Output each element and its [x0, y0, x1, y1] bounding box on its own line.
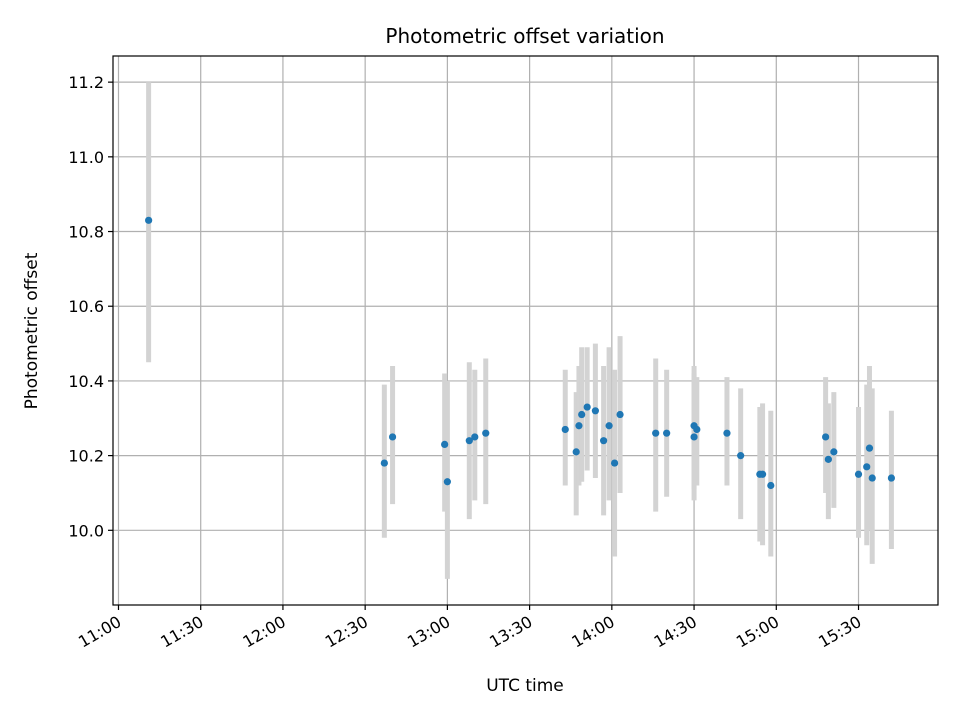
data-point	[605, 422, 613, 430]
x-axis-label: UTC time	[486, 676, 564, 696]
data-point	[616, 410, 624, 419]
data-point	[854, 470, 863, 478]
data-point	[441, 440, 449, 449]
data-point	[380, 459, 388, 467]
grid	[113, 56, 938, 605]
data-point	[591, 407, 599, 415]
data-point	[561, 425, 569, 434]
data-point	[471, 433, 479, 441]
data-point	[482, 429, 490, 437]
data-point	[865, 444, 874, 452]
plot-frame	[112, 55, 939, 606]
data-point	[887, 474, 896, 482]
data-point	[600, 437, 608, 445]
data-point	[868, 474, 876, 482]
y-tick-label: 10.2	[68, 447, 104, 466]
data-point	[690, 433, 698, 441]
chart-title: Photometric offset variation	[385, 24, 664, 48]
data-point	[578, 410, 586, 419]
data-point	[830, 448, 838, 456]
data-point	[824, 455, 832, 463]
y-tick-label: 10.0	[68, 521, 104, 540]
data-point	[663, 429, 671, 437]
data-point	[610, 459, 619, 467]
data-point	[737, 452, 745, 460]
data-point	[693, 425, 701, 434]
data-point	[758, 470, 767, 478]
data-point	[723, 429, 731, 437]
data-point	[465, 437, 473, 445]
y-tick-label: 10.6	[68, 297, 104, 316]
data-point	[572, 448, 580, 456]
data-point	[652, 429, 660, 437]
data-point	[822, 433, 830, 441]
data-point	[388, 433, 397, 441]
y-tick-label: 11.2	[68, 73, 104, 92]
data-point	[145, 216, 153, 224]
y-axis-label: Photometric offset	[22, 252, 42, 409]
y-tick-label: 10.8	[68, 223, 104, 242]
data-point	[575, 422, 583, 430]
data-point	[863, 463, 871, 471]
data-points	[145, 216, 896, 490]
y-tick-labels: 10.0 10.2 10.4 10.6 10.8 11.0 11.2	[68, 73, 104, 540]
data-point	[767, 481, 775, 490]
y-tick-label: 10.4	[68, 372, 104, 391]
data-point	[443, 478, 451, 486]
axis-ticks	[108, 81, 860, 610]
data-point	[583, 403, 591, 411]
y-tick-label: 11.0	[68, 148, 104, 167]
